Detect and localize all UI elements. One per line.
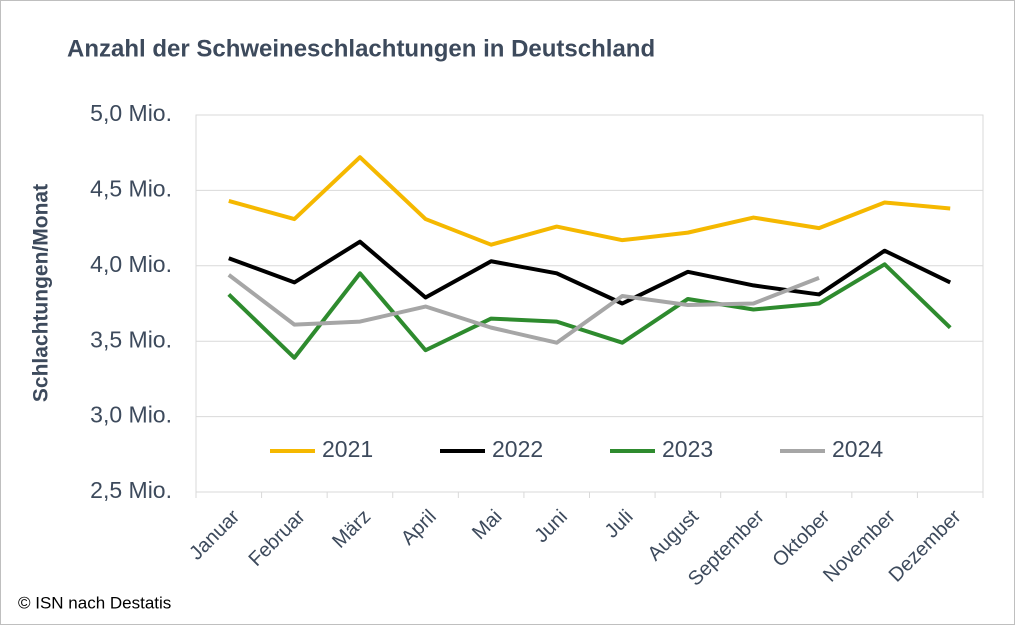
y-tick-label: 2,5 Mio. — [90, 477, 172, 503]
series-line — [227, 273, 820, 345]
y-tick-label: 3,0 Mio. — [90, 402, 172, 428]
legend-label: 2022 — [492, 436, 543, 462]
y-tick-label: 4,0 Mio. — [90, 251, 172, 277]
chart-title: Anzahl der Schweineschlachtungen in Deut… — [67, 35, 655, 62]
source: © ISN nach Destatis — [18, 593, 171, 612]
y-axis-label: Schlachtungen/Monat — [30, 184, 53, 402]
series-line — [227, 262, 952, 360]
legend-label: 2023 — [662, 436, 713, 462]
legend-label: 2024 — [832, 436, 883, 462]
y-tick-label: 5,0 Mio. — [90, 100, 172, 126]
y-tick-label: 4,5 Mio. — [90, 175, 172, 201]
y-tick-label: 3,5 Mio. — [90, 326, 172, 352]
legend-label: 2021 — [322, 436, 373, 462]
series-line — [228, 239, 952, 306]
series-line — [228, 155, 951, 247]
